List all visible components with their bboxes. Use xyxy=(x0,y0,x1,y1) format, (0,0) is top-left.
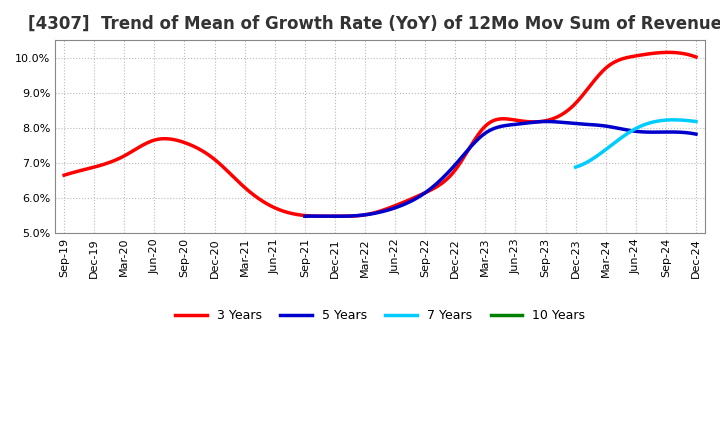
Title: [4307]  Trend of Mean of Growth Rate (YoY) of 12Mo Mov Sum of Revenues: [4307] Trend of Mean of Growth Rate (YoY… xyxy=(28,15,720,33)
Legend: 3 Years, 5 Years, 7 Years, 10 Years: 3 Years, 5 Years, 7 Years, 10 Years xyxy=(171,304,590,327)
